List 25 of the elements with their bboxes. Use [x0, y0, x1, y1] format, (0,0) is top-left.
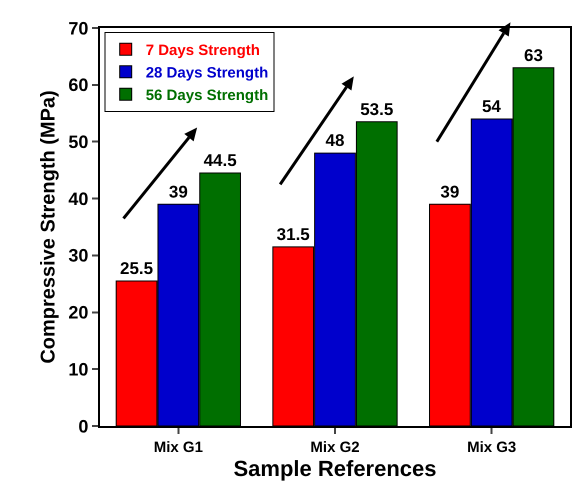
data-label: 63	[524, 46, 543, 65]
y-tick-label: 60	[68, 75, 88, 96]
legend-label: 56 Days Strength	[146, 87, 268, 104]
y-tick-label: 40	[68, 188, 88, 209]
x-tick-label: Mix G2	[310, 439, 360, 456]
data-label: 39	[440, 182, 460, 202]
data-label: 48	[326, 131, 344, 150]
y-tick-label: 20	[68, 302, 88, 323]
y-tick-label: 30	[68, 246, 88, 266]
data-label: 54	[482, 96, 502, 116]
y-tick-label: 0	[78, 416, 88, 436]
y-tick-label: 10	[68, 359, 88, 380]
data-label: 44.5	[204, 150, 237, 170]
y-tick-label: 70	[68, 18, 88, 38]
data-label: 31.5	[276, 224, 310, 244]
x-tick-label: Mix G1	[154, 439, 203, 456]
x-tick-label: Mix G3	[467, 439, 516, 456]
x-axis-title: Sample References	[234, 456, 436, 481]
data-label: 53.5	[360, 100, 394, 119]
legend-label: 28 Days Strength	[146, 64, 268, 82]
data-label: 25.5	[120, 259, 154, 278]
data-label: 39	[168, 182, 188, 202]
y-axis-title: Compressive Strength (MPa)	[37, 90, 60, 364]
legend-label: 7 Days Strength	[146, 42, 260, 60]
y-tick-label: 50	[68, 132, 88, 152]
